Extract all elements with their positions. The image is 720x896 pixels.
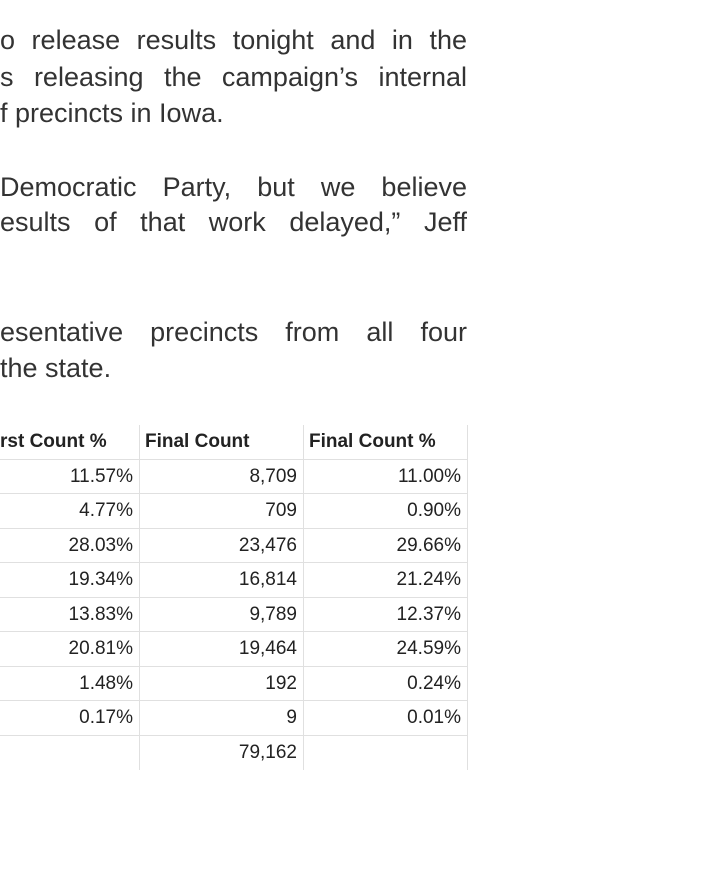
table-cell: 19.34% xyxy=(68,569,133,590)
text-line: esults of that work delayed,” Jeff xyxy=(0,207,467,237)
table-cell: 9,789 xyxy=(249,603,297,625)
table-cell: 0.17% xyxy=(79,707,133,728)
table-cell: 12.37% xyxy=(396,603,461,625)
table-cell: 1.48% xyxy=(79,672,133,694)
table-cell: 8,709 xyxy=(249,465,297,487)
row-border xyxy=(0,493,467,494)
row-border xyxy=(0,700,467,701)
table-cell: 19,464 xyxy=(238,638,297,659)
table-cell: 29.66% xyxy=(396,534,461,556)
text-line: o release results tonight and in the xyxy=(0,25,467,55)
table-cell: 192 xyxy=(265,672,297,694)
table-cell: 21.24% xyxy=(396,569,461,590)
column-border xyxy=(139,425,140,770)
table-cell: 23,476 xyxy=(238,534,297,556)
table-cell: 24.59% xyxy=(396,638,461,659)
row-border xyxy=(0,562,467,563)
row-border xyxy=(0,665,467,667)
table-cell: 20.81% xyxy=(68,638,133,659)
table-cell: 16,814 xyxy=(238,569,297,590)
table-cell: 0.24% xyxy=(407,672,461,694)
column-header: rst Count % xyxy=(0,431,107,452)
column-border xyxy=(467,425,468,770)
text-line: Democratic Party, but we believe xyxy=(0,172,467,202)
table-cell: 9 xyxy=(286,707,297,728)
table-cell: 0.01% xyxy=(407,707,461,728)
table-cell: 11.57% xyxy=(69,465,133,487)
table-cell: 13.83% xyxy=(68,603,133,625)
table-cell: 11.00% xyxy=(397,465,461,487)
row-border xyxy=(0,596,467,598)
table-cell: 28.03% xyxy=(68,534,133,556)
table-cell: 0.90% xyxy=(407,500,461,521)
text-line: s releasing the campaign’s internal xyxy=(0,62,467,92)
text-line: f precincts in Iowa. xyxy=(0,98,224,128)
row-border xyxy=(0,527,467,529)
column-header: Final Count xyxy=(145,431,250,452)
row-border xyxy=(0,458,467,460)
column-border xyxy=(303,425,304,770)
row-border xyxy=(0,631,467,632)
table-cell: 4.77% xyxy=(79,500,133,521)
table-cell: 709 xyxy=(265,500,297,521)
row-border xyxy=(0,734,467,736)
text-line: esentative precincts from all four xyxy=(0,317,467,347)
total-cell: 79,162 xyxy=(238,741,297,763)
column-header: Final Count % xyxy=(309,431,436,452)
text-line: the state. xyxy=(0,353,112,383)
